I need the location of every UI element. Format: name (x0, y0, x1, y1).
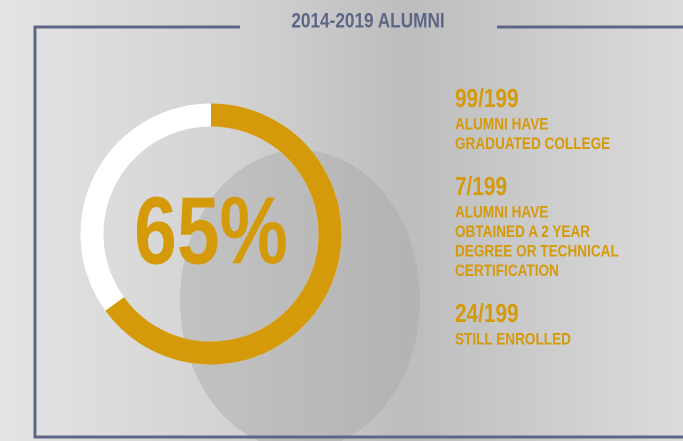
stat-label: GRADUATED COLLEGE (455, 135, 610, 154)
stat-value: 24/199 (455, 299, 519, 328)
stat-label: STILL ENROLLED (455, 330, 571, 349)
page: {"chart_data": { "type": "donut", "title… (0, 0, 683, 441)
stat-label: OBTAINED A 2 YEAR (455, 223, 590, 242)
stat-label: DEGREE OR TECHNICAL (455, 242, 619, 261)
chart: 2014-2019 ALUMNI 65%99/199ALUMNI HAVEGRA… (0, 0, 683, 441)
stat-value: 99/199 (455, 84, 519, 113)
stat-label: ALUMNI HAVE (455, 203, 548, 222)
center-label: 65% (134, 177, 288, 284)
chart-title: 2014-2019 ALUMNI (291, 10, 444, 33)
stat-label: ALUMNI HAVE (455, 115, 548, 134)
stat-label: CERTIFICATION (455, 262, 559, 281)
stat-value: 7/199 (455, 172, 507, 201)
